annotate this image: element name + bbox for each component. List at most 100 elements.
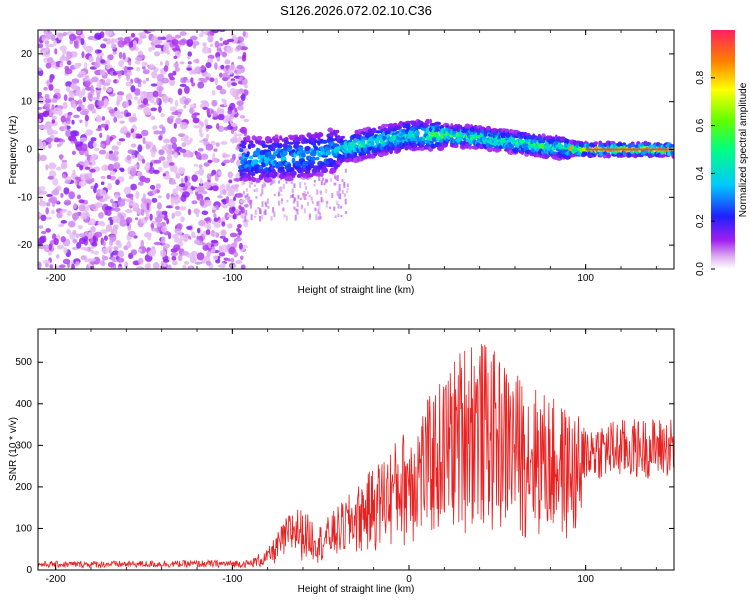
spectrogram-noise-blob [58,223,65,227]
spectrogram-noise-blob [142,80,147,84]
spectrogram-ridge-blob [263,167,270,173]
spectrogram-noise-blob [90,85,94,92]
spectrogram-noise-blob [201,46,210,54]
spectrogram-noise-blob [227,110,233,115]
spectrogram-noise-blob [59,154,63,161]
spectrogram-noise-blob [238,76,243,82]
y-tick-label: 10 [21,97,33,108]
spectrogram-noise-blob [182,264,187,269]
spectrogram-noise-blob [125,81,132,87]
spectrogram-noise-blob [228,179,233,184]
spectrogram-noise-blob [94,32,102,40]
spectrogram-noise-blob [218,245,223,253]
spectrogram-ridge-blob [412,143,418,149]
spectrogram-ridge-blob [242,145,246,149]
spectrogram-noise-blob [118,138,126,142]
spectrogram-noise-blob [337,193,340,199]
spectrogram-noise-blob [157,36,163,41]
spectrogram-noise-blob [174,205,181,210]
spectrogram-noise-blob [205,125,213,129]
spectrogram-noise-blob [174,34,182,39]
spectrogram-ridge-blob [335,129,340,134]
spectrogram-noise-blob [94,231,103,238]
spectrogram-ridge-blob [282,150,288,156]
spectrogram-noise-blob [177,113,181,118]
spectrogram-noise-blob [215,142,220,148]
spectrogram-noise-blob [189,35,198,41]
spectrogram-noise-blob [158,149,165,156]
spectrogram-noise-blob [150,115,156,121]
spectrogram-noise-blob [100,43,107,49]
spectrogram-noise-blob [213,217,219,222]
spectrogram-ridge-blob [400,145,405,150]
spectrogram-noise-blob [229,117,233,125]
spectrogram-noise-blob [187,56,191,60]
spectrogram-ridge-blob [327,158,334,163]
spectrogram-noise-blob [84,61,88,70]
spectrogram-noise-blob [200,65,206,70]
spectrogram-noise-blob [109,150,113,155]
spectrogram-noise-blob [172,142,177,150]
spectrogram-noise-blob [227,214,234,218]
spectrogram-noise-blob [89,165,93,170]
spectrogram-noise-blob [266,198,269,204]
spectrogram-noise-blob [231,137,236,144]
spectrogram-noise-blob [92,141,97,148]
spectrogram-ridge-blob [377,126,382,130]
spectrogram-noise-blob [191,200,198,205]
spectrogram-noise-blob [106,87,113,93]
spectrogram-noise-blob [310,196,313,201]
spectrogram-ridge-blob [327,127,334,133]
spectrogram-noise-blob [280,186,283,192]
spectrogram-noise-blob [107,245,113,250]
y-tick-label: 20 [21,49,33,60]
spectrogram-noise-blob [141,158,146,164]
spectrogram-noise-blob [135,190,140,199]
spectrogram-noise-blob [158,135,163,141]
spectrogram-noise-blob [192,117,200,124]
spectrogram-noise-blob [265,203,268,207]
spectrogram-noise-blob [142,69,150,75]
spectrogram-noise-blob [222,204,228,209]
spectrogram-noise-blob [296,201,299,207]
spectrogram-noise-blob [236,192,244,198]
spectrogram-noise-blob [159,249,167,258]
spectrogram-noise-blob [236,89,245,94]
spectrogram-noise-blob [115,70,123,74]
spectrogram-noise-blob [108,109,116,114]
spectrogram-noise-blob [241,181,244,186]
spectrogram-noise-blob [144,263,150,269]
spectrogram-noise-blob [221,98,226,103]
spectrogram-noise-blob [303,182,306,186]
spectrogram-noise-blob [118,213,123,219]
spectrogram-noise-blob [63,247,68,254]
spectrogram-noise-blob [203,199,212,207]
spectrogram-noise-blob [75,233,80,239]
spectrogram-noise-blob [216,107,222,114]
spectrogram-noise-blob [336,191,339,196]
spectrogram-noise-blob [226,46,234,54]
spectrogram-noise-blob [38,200,47,207]
spectrogram-ridge-blob [465,143,469,149]
spectrogram-ridge-blob [261,144,269,148]
spectrogram-noise-blob [56,244,65,250]
spectrogram-noise-blob [53,238,59,246]
spectrogram-noise-blob [141,91,148,96]
spectrogram-noise-blob [178,39,186,46]
spectrogram-noise-blob [197,81,205,89]
spectrogram-noise-blob [84,75,90,79]
spectrogram-noise-blob [152,144,157,153]
spectrogram-noise-blob [89,168,96,173]
spectrogram-noise-blob [222,154,231,158]
spectrogram-noise-blob [320,190,322,195]
spectrogram-noise-blob [51,104,55,110]
spectrogram-noise-blob [161,77,170,84]
spectrogram-noise-blob [210,239,219,244]
spectrogram-noise-blob [79,119,83,124]
spectrogram-noise-blob [226,38,235,43]
spectrogram-ridge-blob [307,173,314,178]
spectrogram-noise-blob [116,114,124,119]
spectrogram-noise-blob [319,216,322,220]
colorbar-gradient [711,30,735,269]
